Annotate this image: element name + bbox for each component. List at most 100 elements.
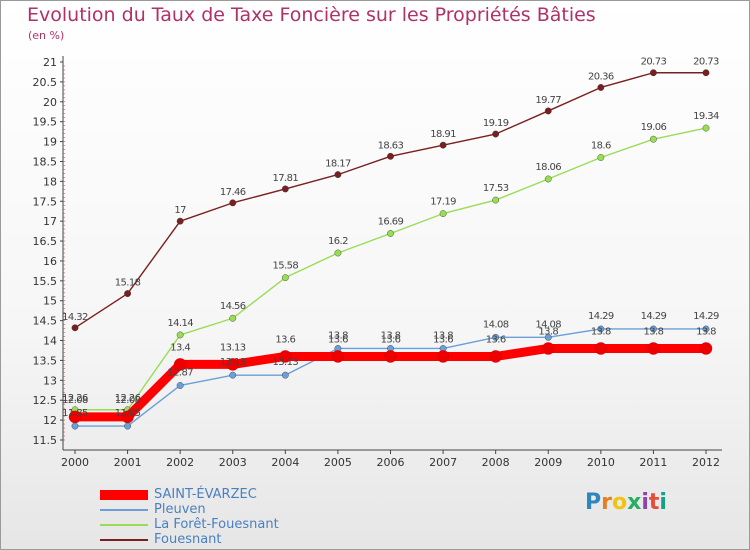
x-tick-label: 2012 bbox=[692, 456, 720, 469]
logo-letter: x bbox=[627, 490, 642, 515]
legend-label: Pleuven bbox=[154, 502, 206, 517]
data-point bbox=[492, 333, 500, 341]
data-label: 18.91 bbox=[430, 129, 456, 140]
data-point bbox=[489, 350, 502, 363]
y-tick-label: 19 bbox=[43, 136, 57, 149]
data-point bbox=[492, 130, 500, 138]
data-point bbox=[229, 199, 237, 207]
data-point bbox=[702, 124, 710, 132]
data-point bbox=[281, 274, 289, 282]
y-tick-label: 19.5 bbox=[33, 116, 58, 129]
y-tick-label: 13.5 bbox=[33, 354, 58, 367]
x-tick-label: 2001 bbox=[114, 456, 142, 469]
data-label: 13.6 bbox=[328, 334, 348, 345]
data-point bbox=[279, 350, 292, 363]
data-label: 13.8 bbox=[433, 330, 453, 341]
data-label: 12.08 bbox=[115, 395, 141, 406]
data-point bbox=[597, 325, 605, 333]
data-point bbox=[597, 154, 605, 161]
x-tick-label: 2004 bbox=[271, 456, 299, 469]
data-label: 14.08 bbox=[535, 319, 561, 330]
data-label: 18.17 bbox=[325, 159, 351, 170]
data-label: 15.58 bbox=[273, 261, 299, 272]
data-label: 13.8 bbox=[591, 326, 611, 337]
y-tick-label: 17.5 bbox=[33, 195, 58, 208]
data-label: 15.18 bbox=[115, 278, 141, 289]
y-tick-label: 16.5 bbox=[33, 235, 58, 248]
data-label: 18.06 bbox=[535, 162, 561, 173]
data-label: 13.8 bbox=[538, 326, 558, 337]
y-tick-label: 20 bbox=[43, 96, 57, 109]
legend-swatch bbox=[100, 524, 148, 526]
plot-area: 14.32 15.18 17 17.46 17.81 18.17 18.63 18.91 19.… bbox=[62, 57, 720, 430]
data-label: 14.56 bbox=[220, 301, 246, 312]
legend-swatch bbox=[100, 490, 148, 500]
y-tick-label: 12.5 bbox=[33, 394, 58, 407]
data-label: 17.46 bbox=[220, 187, 246, 198]
y-tick-label: 16 bbox=[43, 255, 57, 268]
data-label: 19.19 bbox=[483, 118, 509, 129]
data-label: 16.69 bbox=[378, 216, 404, 227]
y-tick-label: 14.5 bbox=[33, 315, 58, 328]
data-point bbox=[702, 69, 710, 77]
data-point bbox=[124, 422, 131, 430]
data-label: 11.85 bbox=[62, 408, 88, 419]
data-point bbox=[594, 342, 608, 355]
data-label: 13.8 bbox=[696, 326, 716, 337]
data-point bbox=[226, 358, 239, 371]
data-label: 13.6 bbox=[486, 334, 506, 345]
axes: 11.5 12 12.5 13 13.5 14 14.5 15 15.5 16 16.5 17 17.5… bbox=[33, 56, 722, 469]
y-tick-label: 14 bbox=[43, 335, 57, 348]
data-point bbox=[597, 84, 605, 91]
data-label: 14.29 bbox=[588, 311, 614, 322]
data-label: 13.6 bbox=[381, 334, 401, 345]
data-point bbox=[71, 324, 79, 332]
data-label: 13.13 bbox=[220, 342, 246, 353]
data-point bbox=[436, 350, 450, 363]
data-label: 20.73 bbox=[641, 57, 667, 68]
y-tick-label: 11.5 bbox=[33, 434, 58, 447]
data-label: 17 bbox=[174, 205, 186, 216]
y-tick-label: 18 bbox=[43, 175, 57, 188]
data-point bbox=[68, 410, 82, 424]
legend-label: La Forêt-Fouesnant bbox=[154, 517, 279, 532]
data-label: 13.6 bbox=[275, 334, 295, 345]
data-point bbox=[71, 422, 79, 430]
data-label: 13.8 bbox=[381, 330, 401, 341]
y-axis-unit: (en %) bbox=[28, 29, 65, 42]
data-point bbox=[176, 382, 184, 389]
data-label: 19.77 bbox=[535, 95, 561, 106]
data-label: 14.08 bbox=[483, 319, 509, 330]
data-point bbox=[334, 249, 342, 257]
legend-label: SAINT-ÉVARZEC bbox=[154, 487, 257, 502]
data-label: 13.8 bbox=[643, 326, 663, 337]
x-tick-label: 2011 bbox=[639, 456, 667, 469]
legend-swatch bbox=[100, 539, 148, 541]
data-label: 12.08 bbox=[62, 395, 88, 406]
data-label: 19.34 bbox=[693, 111, 719, 122]
x-tick-label: 2005 bbox=[324, 456, 352, 469]
data-point bbox=[334, 171, 342, 179]
data-point bbox=[387, 152, 394, 160]
data-label: 11.85 bbox=[115, 408, 141, 419]
y-tick-label: 20.5 bbox=[33, 76, 58, 89]
y-tick-label: 15 bbox=[43, 295, 57, 308]
data-label: 13.13 bbox=[220, 357, 246, 368]
data-point bbox=[331, 350, 345, 363]
legend-item-la-foret-fouesnant: La Forêt-Fouesnant bbox=[100, 517, 400, 532]
data-point bbox=[387, 230, 394, 237]
x-tick-label: 2010 bbox=[587, 456, 615, 469]
y-tick-label: 17 bbox=[43, 215, 57, 228]
x-tick-label: 2000 bbox=[61, 456, 89, 469]
logo-letter: o bbox=[611, 490, 628, 515]
y-tick-label: 21 bbox=[43, 56, 57, 69]
data-point bbox=[281, 371, 289, 379]
legend-item-fouesnant: Fouesnant bbox=[100, 532, 400, 547]
x-tick-label: 2007 bbox=[429, 456, 457, 469]
data-point bbox=[647, 342, 660, 355]
x-tick-label: 2003 bbox=[219, 456, 247, 469]
data-label: 14.29 bbox=[693, 311, 719, 322]
data-label: 14.14 bbox=[167, 318, 193, 329]
